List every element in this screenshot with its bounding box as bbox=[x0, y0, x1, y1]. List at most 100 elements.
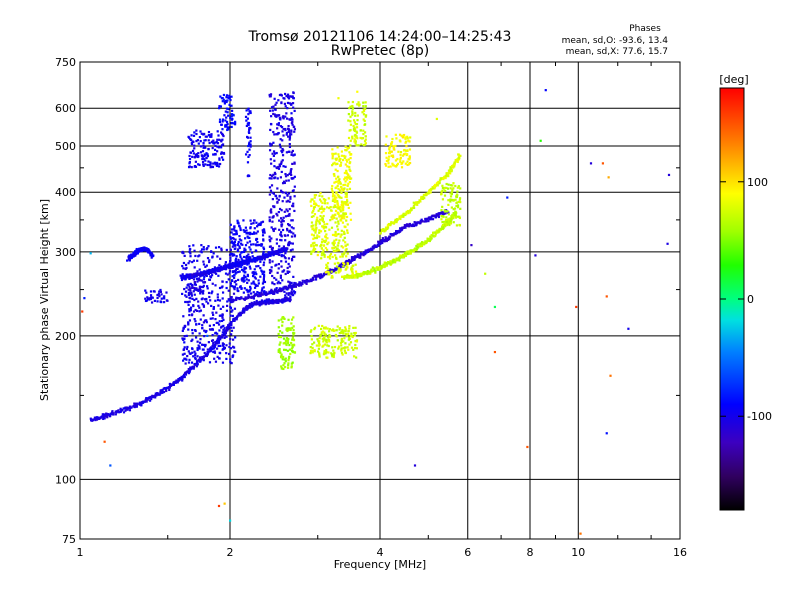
data-point bbox=[288, 134, 292, 137]
data-point bbox=[186, 345, 189, 349]
data-point bbox=[192, 152, 195, 155]
data-point bbox=[310, 204, 313, 208]
data-point bbox=[443, 175, 446, 178]
data-point bbox=[284, 215, 288, 218]
data-point bbox=[128, 409, 132, 412]
data-point bbox=[447, 218, 450, 221]
data-point bbox=[186, 301, 189, 304]
data-point bbox=[322, 253, 326, 256]
y-tick-label: 75 bbox=[62, 533, 76, 546]
data-point bbox=[233, 270, 237, 273]
data-point bbox=[188, 250, 191, 254]
data-point bbox=[394, 159, 398, 162]
data-point bbox=[317, 352, 321, 355]
data-point bbox=[227, 108, 230, 111]
data-point bbox=[183, 275, 186, 278]
data-point bbox=[280, 365, 283, 368]
data-point bbox=[242, 278, 245, 281]
data-point bbox=[206, 287, 209, 290]
data-point bbox=[420, 218, 423, 221]
data-point bbox=[250, 222, 253, 225]
data-point bbox=[388, 237, 391, 240]
data-point bbox=[143, 247, 146, 251]
data-point bbox=[316, 350, 320, 353]
data-point bbox=[273, 171, 277, 174]
data-point bbox=[205, 297, 208, 301]
data-point bbox=[245, 232, 249, 235]
data-point bbox=[249, 145, 252, 148]
data-point bbox=[134, 403, 137, 407]
data-point bbox=[290, 347, 294, 350]
data-point bbox=[274, 108, 277, 111]
data-point bbox=[220, 151, 223, 154]
data-point bbox=[159, 288, 162, 292]
data-point bbox=[283, 196, 286, 199]
data-point bbox=[126, 259, 129, 262]
data-point bbox=[334, 209, 338, 212]
data-point bbox=[222, 305, 225, 308]
data-point bbox=[438, 227, 441, 231]
data-point bbox=[353, 121, 356, 124]
data-point bbox=[313, 327, 316, 331]
data-point bbox=[224, 332, 228, 335]
data-point bbox=[347, 330, 350, 333]
data-point bbox=[280, 356, 283, 359]
data-point bbox=[213, 345, 216, 348]
data-point bbox=[135, 248, 138, 252]
data-point bbox=[332, 349, 335, 352]
data-point bbox=[579, 532, 582, 535]
data-point bbox=[204, 159, 207, 162]
data-point bbox=[192, 278, 196, 281]
data-point bbox=[270, 266, 273, 269]
data-point bbox=[311, 349, 314, 352]
data-point bbox=[274, 290, 277, 293]
data-point bbox=[231, 270, 235, 274]
data-point bbox=[447, 203, 450, 206]
data-point bbox=[286, 94, 289, 98]
data-point bbox=[330, 270, 333, 273]
data-point bbox=[201, 285, 205, 289]
data-point bbox=[399, 160, 402, 163]
data-point bbox=[349, 105, 352, 108]
data-point bbox=[234, 261, 237, 264]
colorbar-tick-label: -100 bbox=[747, 410, 772, 423]
data-point bbox=[223, 102, 226, 105]
data-point bbox=[394, 164, 397, 168]
data-point bbox=[238, 265, 241, 268]
data-point bbox=[272, 112, 275, 116]
data-point bbox=[286, 288, 289, 291]
data-point bbox=[229, 307, 233, 310]
data-point bbox=[344, 163, 347, 166]
data-point bbox=[292, 202, 295, 205]
data-point bbox=[269, 211, 272, 214]
data-point bbox=[419, 219, 422, 222]
data-point bbox=[334, 180, 337, 183]
data-point bbox=[418, 221, 421, 224]
data-point bbox=[209, 317, 212, 320]
y-tick-label: 100 bbox=[55, 473, 76, 486]
data-point bbox=[429, 188, 432, 191]
data-point bbox=[124, 407, 127, 410]
data-point bbox=[245, 119, 248, 122]
data-point bbox=[331, 242, 334, 245]
data-point bbox=[404, 152, 407, 155]
data-point bbox=[359, 256, 362, 259]
data-point bbox=[204, 273, 207, 276]
data-point bbox=[289, 352, 292, 356]
data-point bbox=[346, 223, 349, 226]
data-point bbox=[334, 246, 337, 249]
data-point bbox=[213, 161, 216, 164]
data-point bbox=[335, 157, 339, 160]
data-point bbox=[391, 137, 394, 141]
data-point bbox=[214, 360, 218, 363]
data-point bbox=[183, 352, 186, 355]
data-point bbox=[238, 270, 241, 273]
data-point bbox=[245, 261, 249, 264]
data-point bbox=[322, 209, 325, 213]
data-point bbox=[352, 348, 355, 351]
data-point bbox=[349, 212, 352, 215]
data-point bbox=[354, 263, 357, 266]
data-point bbox=[323, 199, 326, 202]
data-point bbox=[271, 248, 274, 252]
data-point bbox=[286, 298, 289, 301]
